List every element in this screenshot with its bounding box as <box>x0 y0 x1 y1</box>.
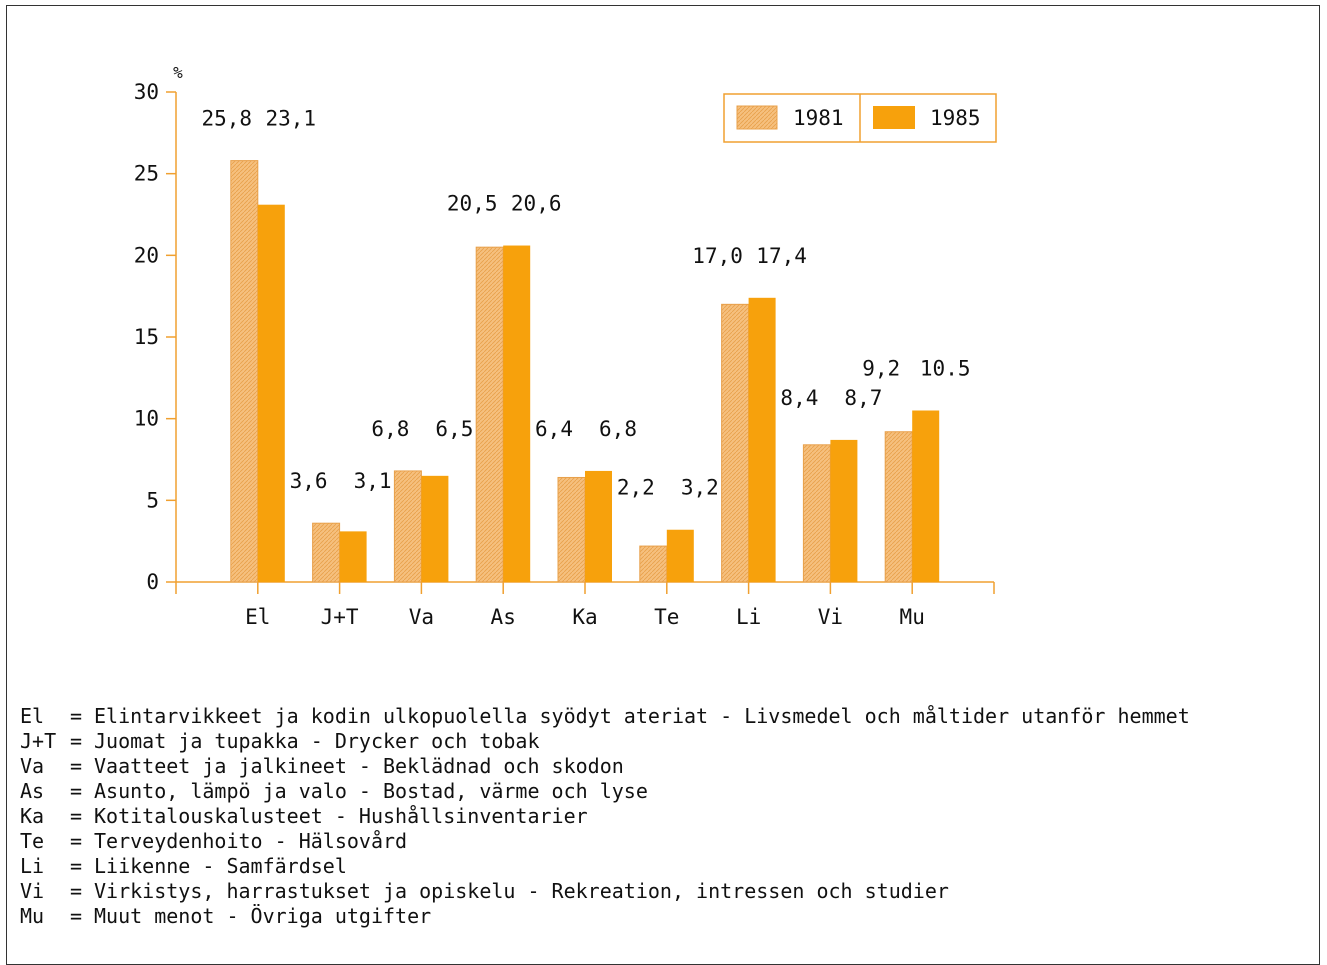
bar-1985-As <box>503 245 531 583</box>
key-description: Terveydenhoito - Hälsovård <box>94 829 408 853</box>
key-row: Te = Terveydenhoito - Hälsovård <box>20 829 1190 854</box>
bar-1981-Li <box>721 303 750 583</box>
key-equals: = <box>70 804 83 828</box>
key-row: Li = Liikenne - Samfärdsel <box>20 854 1190 879</box>
y-tick-label: 20 <box>134 243 159 267</box>
bar-1981-El <box>230 160 259 583</box>
key-abbreviation: Li <box>20 854 45 878</box>
bar-1981-Vi <box>802 444 831 583</box>
x-tick-label: Li <box>736 605 761 629</box>
key-description: Elintarvikkeet ja kodin ulkopuolella syö… <box>94 704 1190 728</box>
bar-1985-El <box>257 204 285 582</box>
x-tick-label: Te <box>654 605 679 629</box>
x-tick-label: Ka <box>572 605 597 629</box>
x-tick-label: Mu <box>900 605 925 629</box>
legend: 1981 1985 <box>723 93 997 143</box>
key-equals: = <box>70 879 83 903</box>
bar-1981-Te <box>639 545 668 583</box>
data-label-1985: 6,5 <box>435 417 473 441</box>
data-label-1981: 2,2 <box>617 476 655 500</box>
key-equals: = <box>70 904 83 928</box>
data-label-1985: 6,8 <box>599 417 637 441</box>
bar-1985-Va <box>421 475 449 582</box>
legend-label-1985: 1985 <box>930 106 981 130</box>
key-row: Mu = Muut menot - Övriga utgifter <box>20 904 1190 929</box>
key-equals: = <box>70 829 83 853</box>
data-label-1985: 3,1 <box>354 469 392 493</box>
key-row: Ka = Kotitalouskalusteet - Hushållsinventa… <box>20 804 1190 829</box>
y-axis-unit: % <box>173 63 183 82</box>
key-description: Virkistys, harrastukset ja opiskelu - Re… <box>94 879 949 903</box>
bars <box>230 160 940 583</box>
value-labels: 25,8 23,1 3,6 3,1 6,8 6,5 20,5 20,6 6,4 6,8 2,2 3,2… <box>202 107 971 500</box>
bar-1981-As <box>475 246 504 583</box>
key-abbreviation: Va <box>20 754 45 778</box>
data-label-1981: 3,6 <box>290 469 328 493</box>
data-label-1985: 3,2 <box>681 476 719 500</box>
data-label-1981: 20,5 <box>447 192 498 216</box>
y-tick-label: 15 <box>134 325 159 349</box>
key-row: El = Elintarvikkeet ja kodin ulkopuolella … <box>20 704 1190 729</box>
key-abbreviation: Mu <box>20 904 45 928</box>
x-tick-label: As <box>491 605 516 629</box>
key-equals: = <box>70 779 83 803</box>
bar-1985-Vi <box>830 439 858 582</box>
key-description: Muut menot - Övriga utgifter <box>94 904 432 928</box>
y-tick-label: 25 <box>134 162 159 186</box>
key-abbreviation: J+T <box>20 729 57 753</box>
key-equals: = <box>70 729 83 753</box>
data-label-1981: 9,2 <box>862 357 900 381</box>
bar-1985-J+T <box>339 531 367 582</box>
key-abbreviation: El <box>20 704 45 728</box>
data-label-1985: 20,6 <box>511 192 562 216</box>
y-tick-label: 10 <box>134 407 159 431</box>
data-label-1981: 6,4 <box>535 417 573 441</box>
key-row: Vi = Virkistys, harrastukset ja opiskelu -… <box>20 879 1190 904</box>
data-label-1985: 17,4 <box>756 244 807 268</box>
data-label-1981: 25,8 <box>202 107 253 131</box>
bar-1981-J+T <box>312 522 341 583</box>
bar-1981-Ka <box>557 476 586 583</box>
x-tick-label: Va <box>409 605 434 629</box>
data-label-1985: 23,1 <box>266 107 317 131</box>
key-abbreviation: Vi <box>20 879 45 903</box>
legend-swatch-1981 <box>736 105 778 130</box>
bar-1985-Mu <box>912 410 940 582</box>
data-label-1981: 6,8 <box>371 417 409 441</box>
y-tick-label: 30 <box>134 80 159 104</box>
category-key: El = Elintarvikkeet ja kodin ulkopuolella … <box>20 704 1190 929</box>
key-description: Kotitalouskalusteet - Hushållsinventarie… <box>94 804 588 828</box>
y-tick-label: 0 <box>146 570 159 594</box>
x-tick-label: Vi <box>818 605 843 629</box>
bar-1981-Mu <box>884 431 913 583</box>
bar-chart: 0 5 10 15 20 25 30% El J+T Va As Ka Te Li Vi Mu 25,8 23,… <box>134 63 997 629</box>
data-label-1981: 8,4 <box>780 386 818 410</box>
key-row: Va = Vaatteet ja jalkineet - Beklädnad och… <box>20 754 1190 779</box>
key-description: Vaatteet ja jalkineet - Beklädnad och sk… <box>94 754 624 778</box>
data-label-1985: 8,7 <box>844 386 882 410</box>
x-tick-label: El <box>245 605 270 629</box>
legend-label-1981: 1981 <box>793 106 844 130</box>
y-tick-label: 5 <box>146 488 159 512</box>
key-abbreviation: As <box>20 779 45 803</box>
key-equals: = <box>70 704 83 728</box>
key-equals: = <box>70 754 83 778</box>
key-row: J+T = Juomat ja tupakka - Drycker och toba… <box>20 729 1190 754</box>
key-description: Liikenne - Samfärdsel <box>94 854 347 878</box>
legend-swatch-1985 <box>873 106 915 129</box>
key-abbreviation: Te <box>20 829 45 853</box>
x-tick-label: J+T <box>321 605 359 629</box>
key-abbreviation: Ka <box>20 804 45 828</box>
key-row: As = Asunto, lämpö ja valo - Bostad, värme… <box>20 779 1190 804</box>
key-equals: = <box>70 854 83 878</box>
bar-1985-Te <box>666 529 694 582</box>
bar-1985-Li <box>748 297 776 582</box>
data-label-1981: 17,0 <box>692 244 743 268</box>
bar-1981-Va <box>393 470 422 583</box>
bar-1985-Ka <box>585 470 612 582</box>
figure-frame <box>6 5 1320 965</box>
key-description: Juomat ja tupakka - Drycker och tobak <box>94 729 540 753</box>
data-label-1985: 10.5 <box>920 357 971 381</box>
key-description: Asunto, lämpö ja valo - Bostad, värme oc… <box>94 779 648 803</box>
